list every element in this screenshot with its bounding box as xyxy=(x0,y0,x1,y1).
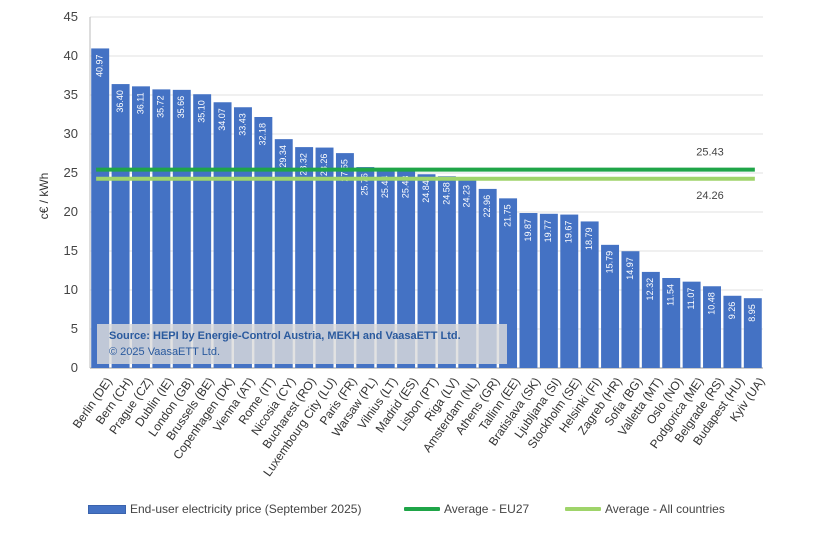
legend-label-all: Average - All countries xyxy=(605,502,725,516)
y-tick-label: 35 xyxy=(64,87,78,102)
bar xyxy=(621,251,640,368)
bar-value-label: 25.44 xyxy=(380,176,390,199)
bar-value-label: 8.95 xyxy=(747,304,757,322)
legend-swatch-all xyxy=(565,507,601,511)
legend-item-bars: End-user electricity price (September 20… xyxy=(88,502,361,516)
bar-value-label: 25.43 xyxy=(400,176,410,199)
legend-swatch-bars xyxy=(88,504,126,514)
bar xyxy=(376,169,395,368)
bar-value-label: 29.34 xyxy=(278,145,288,168)
bar-value-label: 28.32 xyxy=(299,153,309,176)
average-all-label: 24.26 xyxy=(696,190,724,202)
bar xyxy=(478,188,497,368)
y-axis-label: c€ / kWh xyxy=(37,173,51,220)
bar-value-label: 11.07 xyxy=(686,288,696,310)
source-text: Source: HEPI by Energie-Control Austria,… xyxy=(109,330,461,342)
bar xyxy=(91,48,110,369)
bar xyxy=(274,139,293,368)
bar-value-label: 25.76 xyxy=(360,173,370,196)
bar-value-label: 9.26 xyxy=(727,302,737,320)
y-tick-label: 30 xyxy=(64,126,78,141)
bar xyxy=(397,169,416,368)
bar-value-label: 22.96 xyxy=(482,195,492,218)
y-tick-label: 40 xyxy=(64,48,78,63)
average-eu27-label: 25.43 xyxy=(696,147,724,159)
bar xyxy=(662,277,681,368)
bar-value-label: 19.67 xyxy=(564,221,574,244)
bar-value-label: 21.75 xyxy=(502,204,512,227)
bar xyxy=(437,176,456,368)
y-tick-label: 20 xyxy=(64,204,78,219)
bar xyxy=(193,94,212,368)
bar-value-label: 12.32 xyxy=(645,278,655,301)
legend: End-user electricity price (September 20… xyxy=(0,498,820,522)
bar-value-label: 19.77 xyxy=(543,220,553,243)
bar-value-label: 40.97 xyxy=(95,54,105,77)
bar-value-label: 35.72 xyxy=(156,95,166,118)
bar-value-label: 19.87 xyxy=(523,219,533,242)
y-tick-label: 10 xyxy=(64,282,78,297)
bar xyxy=(560,214,579,368)
copyright-text: © 2025 VaasaETT Ltd. xyxy=(109,346,221,358)
bar-value-label: 24.84 xyxy=(421,180,431,203)
legend-item-eu27: Average - EU27 xyxy=(404,502,529,516)
y-tick-label: 25 xyxy=(64,165,78,180)
bars: 40.97 36.40 36.11 35.72 35.66 35.10 34.07 33.43… xyxy=(91,48,762,369)
bar xyxy=(152,89,171,368)
source-box: Source: HEPI by Energie-Control Austria,… xyxy=(97,324,507,364)
legend-swatch-eu27 xyxy=(404,507,440,511)
bar xyxy=(723,295,742,368)
bar xyxy=(601,244,620,368)
bar-value-label: 14.97 xyxy=(625,257,635,280)
y-axis: 0 5 10 15 20 25 30 35 40 45 xyxy=(64,9,91,375)
bar xyxy=(539,213,558,368)
bar xyxy=(743,298,762,368)
bar xyxy=(315,147,334,368)
bar xyxy=(641,271,660,368)
bar xyxy=(417,174,436,368)
bar-value-label: 11.54 xyxy=(666,284,676,306)
bar xyxy=(356,167,375,368)
bar-value-label: 28.26 xyxy=(319,154,329,177)
average-lines: 25.43 24.26 xyxy=(96,147,755,202)
y-tick-label: 45 xyxy=(64,9,78,24)
y-tick-label: 0 xyxy=(71,360,78,375)
x-axis-labels: Berlin (DE)Bern (CH)Prague (CZ)Dublin (I… xyxy=(70,375,768,479)
bar xyxy=(580,221,599,368)
bar xyxy=(682,281,701,368)
legend-label-bars: End-user electricity price (September 20… xyxy=(130,502,362,516)
bar-value-label: 10.48 xyxy=(706,292,716,315)
bar-value-label: 24.58 xyxy=(441,182,451,205)
bar-value-label: 35.10 xyxy=(197,100,207,123)
bar xyxy=(519,213,538,368)
legend-item-all: Average - All countries xyxy=(565,502,725,516)
bar-value-label: 34.07 xyxy=(217,108,227,131)
bar xyxy=(458,179,477,368)
bar xyxy=(172,89,191,369)
bar xyxy=(233,107,252,368)
bar xyxy=(703,286,721,368)
bar-value-label: 35.66 xyxy=(176,96,186,119)
bar-value-label: 33.43 xyxy=(237,113,247,136)
bar-value-label: 18.79 xyxy=(584,227,594,250)
bar-value-label: 32.18 xyxy=(258,123,268,146)
bar-value-label: 24.23 xyxy=(462,185,472,208)
bar xyxy=(295,147,314,368)
y-tick-label: 15 xyxy=(64,243,78,258)
y-tick-label: 5 xyxy=(71,321,78,336)
legend-label-eu27: Average - EU27 xyxy=(444,502,530,516)
bar-value-label: 36.11 xyxy=(135,92,145,114)
bar xyxy=(132,86,150,368)
bar xyxy=(111,84,130,368)
bar-value-label: 15.79 xyxy=(604,251,614,274)
bar xyxy=(335,153,354,368)
bar-value-label: 36.40 xyxy=(115,90,125,113)
